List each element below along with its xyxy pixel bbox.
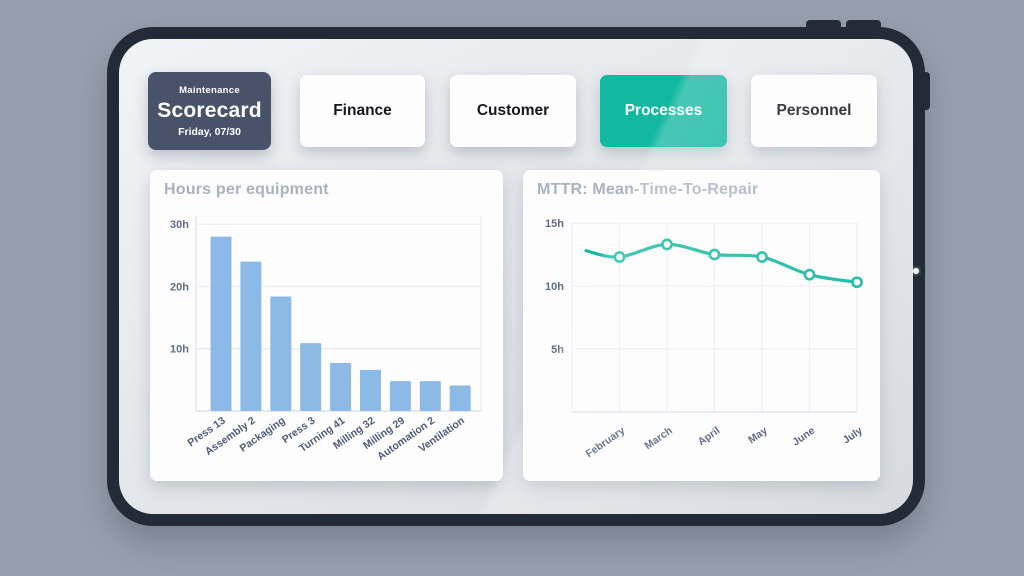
y-axis-tick: 30h <box>170 219 189 231</box>
scorecard-date: Friday, 07/30 <box>178 125 241 138</box>
volume-up-button <box>806 20 841 34</box>
bar-turning-41 <box>330 363 352 411</box>
bar-press-13 <box>210 236 232 411</box>
x-axis-label: April <box>696 425 723 449</box>
bar-assembly-2 <box>240 261 262 411</box>
bar-ventilation <box>449 385 471 411</box>
data-point-july <box>851 276 863 289</box>
y-axis-tick: 5h <box>551 344 564 356</box>
bar-chart-title: Hours per equipment <box>164 181 329 198</box>
y-axis-tick: 10h <box>170 344 189 356</box>
hours-per-equipment-card: Hours per equipment 10h 20h 30h Press 13 Ass… <box>150 170 503 481</box>
data-point-april <box>708 248 721 261</box>
y-axis-tick: 15h <box>545 218 564 230</box>
x-axis-label: May <box>746 425 770 447</box>
bar-milling-32 <box>360 369 381 411</box>
bar-automation-2 <box>419 381 441 411</box>
line-chart-title: MTTR: Mean-Time-To-Repair <box>537 181 759 198</box>
tablet-screen: Maintenance Scorecard Friday, 07/30 Fina… <box>119 39 913 514</box>
tab-label: Customer <box>476 102 550 119</box>
tab-finance[interactable]: Finance <box>300 75 425 147</box>
x-axis-label: February <box>584 425 628 461</box>
tab-label: Personnel <box>776 102 852 119</box>
data-point-may <box>756 251 768 263</box>
x-axis-label: March <box>642 425 674 453</box>
data-point-june <box>803 268 816 281</box>
mttr-line <box>584 242 859 284</box>
data-point-march <box>661 238 673 251</box>
tab-personnel[interactable]: Personnel <box>751 75 877 147</box>
bar-press-3 <box>300 343 322 411</box>
x-axis-label: June <box>790 425 817 449</box>
y-axis-tick: 20h <box>170 281 189 293</box>
camera-dot-icon <box>913 268 919 274</box>
bar-milling-29 <box>389 381 411 411</box>
scorecard-title: Scorecard <box>157 98 262 122</box>
bar-packaging <box>270 296 292 411</box>
power-button <box>917 72 930 110</box>
tab-processes[interactable]: Processes <box>600 75 727 147</box>
line-chart-svg: 5h 10h 15h February March April May June July <box>545 218 865 461</box>
volume-down-button <box>846 20 881 34</box>
tab-label: Processes <box>624 102 703 119</box>
scorecard-eyebrow: Maintenance <box>179 84 240 96</box>
tab-customer[interactable]: Customer <box>450 75 576 147</box>
tab-label: Finance <box>333 102 392 119</box>
data-point-february <box>613 251 626 263</box>
x-axis-label: July <box>841 425 865 447</box>
scorecard-header-card: Maintenance Scorecard Friday, 07/30 <box>148 72 271 150</box>
tablet-frame: Maintenance Scorecard Friday, 07/30 Fina… <box>107 20 930 526</box>
mttr-card: MTTR: Mean-Time-To-Repair 5h 10h 15h Februa… <box>523 170 880 481</box>
y-axis-tick: 10h <box>545 281 564 293</box>
